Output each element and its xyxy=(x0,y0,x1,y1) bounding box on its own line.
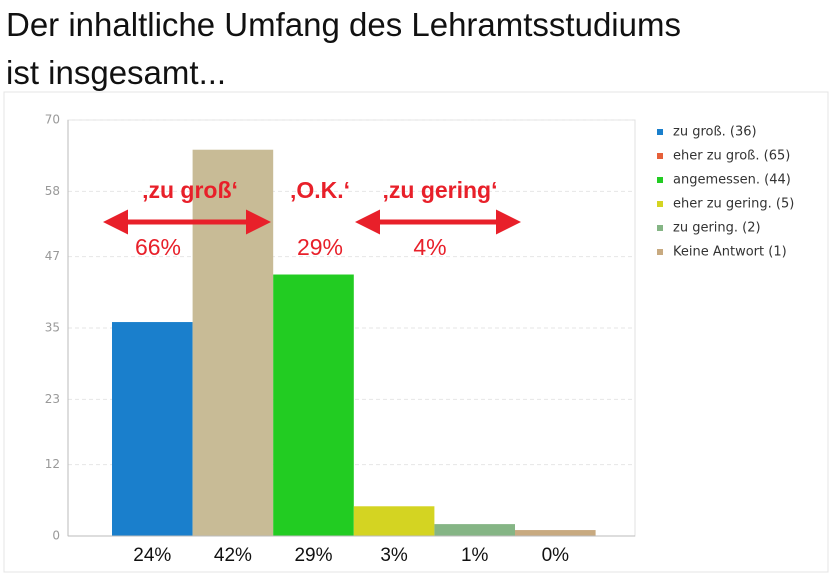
legend-label: Keine Antwort (1) xyxy=(673,245,787,260)
legend-swatch xyxy=(657,225,663,231)
bar xyxy=(353,506,435,536)
legend-swatch xyxy=(657,129,663,135)
legend-label: zu gering. (2) xyxy=(673,221,761,236)
x-tick-label: 42% xyxy=(214,545,252,566)
annotation: 4% xyxy=(413,234,446,260)
annotation: 29% xyxy=(297,234,343,260)
annotation: ‚zu gering‘ xyxy=(383,177,498,203)
legend-label: angemessen. (44) xyxy=(673,173,791,188)
y-tick-label: 47 xyxy=(45,249,60,263)
x-tick-label: 24% xyxy=(133,545,171,566)
bar xyxy=(434,524,515,536)
y-tick-label: 12 xyxy=(45,457,60,471)
x-tick-label: 1% xyxy=(461,545,489,566)
annotation: ‚O.K.‘ xyxy=(290,177,350,203)
bar xyxy=(192,149,274,536)
legend-swatch xyxy=(657,153,663,159)
x-tick-label: 29% xyxy=(294,545,332,566)
y-tick-label: 70 xyxy=(45,113,60,127)
chart-panel xyxy=(3,91,829,573)
legend-swatch xyxy=(657,201,663,207)
legend-swatch xyxy=(657,249,663,255)
legend-label: eher zu groß. (65) xyxy=(673,149,790,164)
chart-title: Der inhaltliche Umfang des Lehramtsstudi… xyxy=(6,6,681,43)
y-tick-label: 35 xyxy=(45,321,60,335)
y-tick-label: 23 xyxy=(45,392,60,406)
legend-label: zu groß. (36) xyxy=(673,125,757,140)
bar xyxy=(112,322,193,536)
bar xyxy=(515,530,596,536)
x-tick-label: 0% xyxy=(542,545,570,566)
annotation: 66% xyxy=(135,234,181,260)
x-tick-label: 3% xyxy=(380,545,408,566)
bar xyxy=(273,274,354,536)
annotation: ‚zu groß‘ xyxy=(142,177,238,203)
legend-label: eher zu gering. (5) xyxy=(673,197,794,212)
chart-title: ist insgesamt... xyxy=(6,54,226,91)
y-tick-label: 58 xyxy=(45,184,60,198)
legend-swatch xyxy=(657,177,663,183)
y-tick-label: 0 xyxy=(52,529,60,543)
